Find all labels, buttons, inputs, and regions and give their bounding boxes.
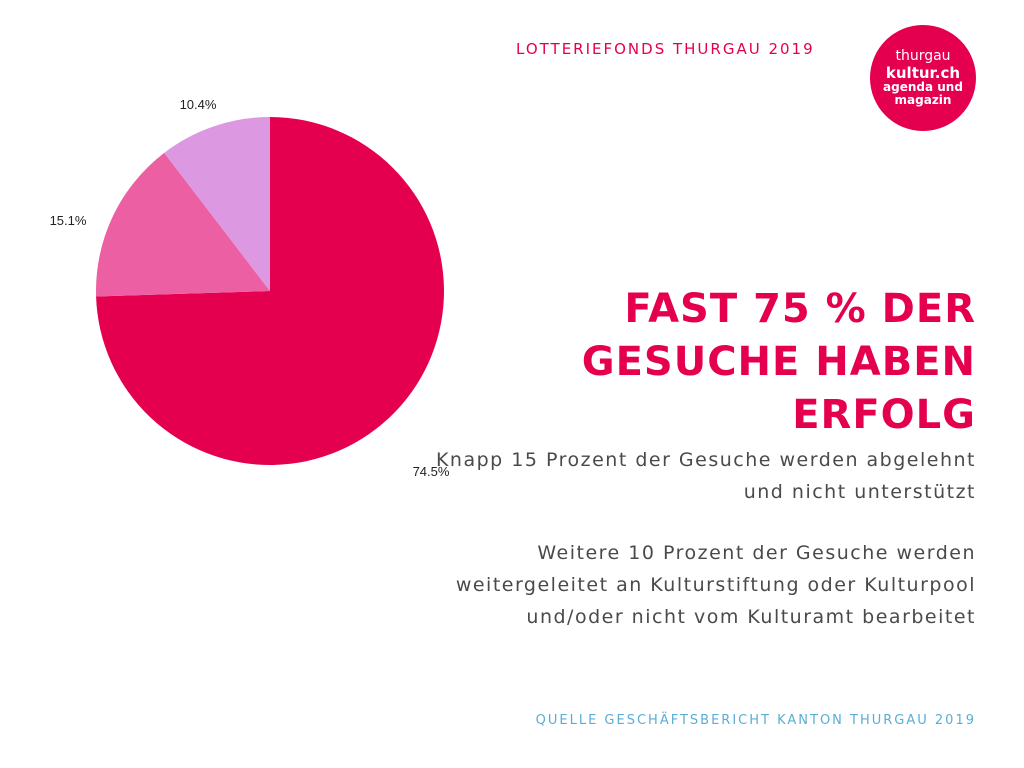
logo-line-1: thurgau [895, 48, 951, 65]
pie-slice-0 [96, 117, 444, 465]
pie-chart: 74.5% 15.1% 10.4% [50, 97, 450, 479]
source-note: QUELLE GESCHÄFTSBERICHT KANTON THURGAU 2… [535, 713, 976, 728]
pie-slice-2 [164, 117, 270, 291]
headline: FAST 75 % DER GESUCHE HABEN ERFOLG [581, 286, 976, 438]
logo-line-3: agenda und [883, 79, 963, 94]
logo-line-2: kultur.ch [885, 63, 961, 82]
paragraph-forwarded: Weitere 10 Prozent der Gesuche werden we… [455, 542, 976, 628]
logo-line-4: magazin [894, 92, 952, 107]
thurgaukultur-logo[interactable]: thurgau kultur.ch agenda und magazin [870, 25, 976, 131]
paragraph-rejected: Knapp 15 Prozent der Gesuche werden abge… [435, 449, 976, 503]
pie-label-1: 15.1% [50, 213, 87, 228]
header-title: LOTTERIEFONDS THURGAU 2019 [516, 40, 815, 58]
pie-label-2: 10.4% [180, 97, 217, 112]
pie-label-0: 74.5% [413, 464, 450, 479]
pie-slice-1 [96, 152, 271, 297]
